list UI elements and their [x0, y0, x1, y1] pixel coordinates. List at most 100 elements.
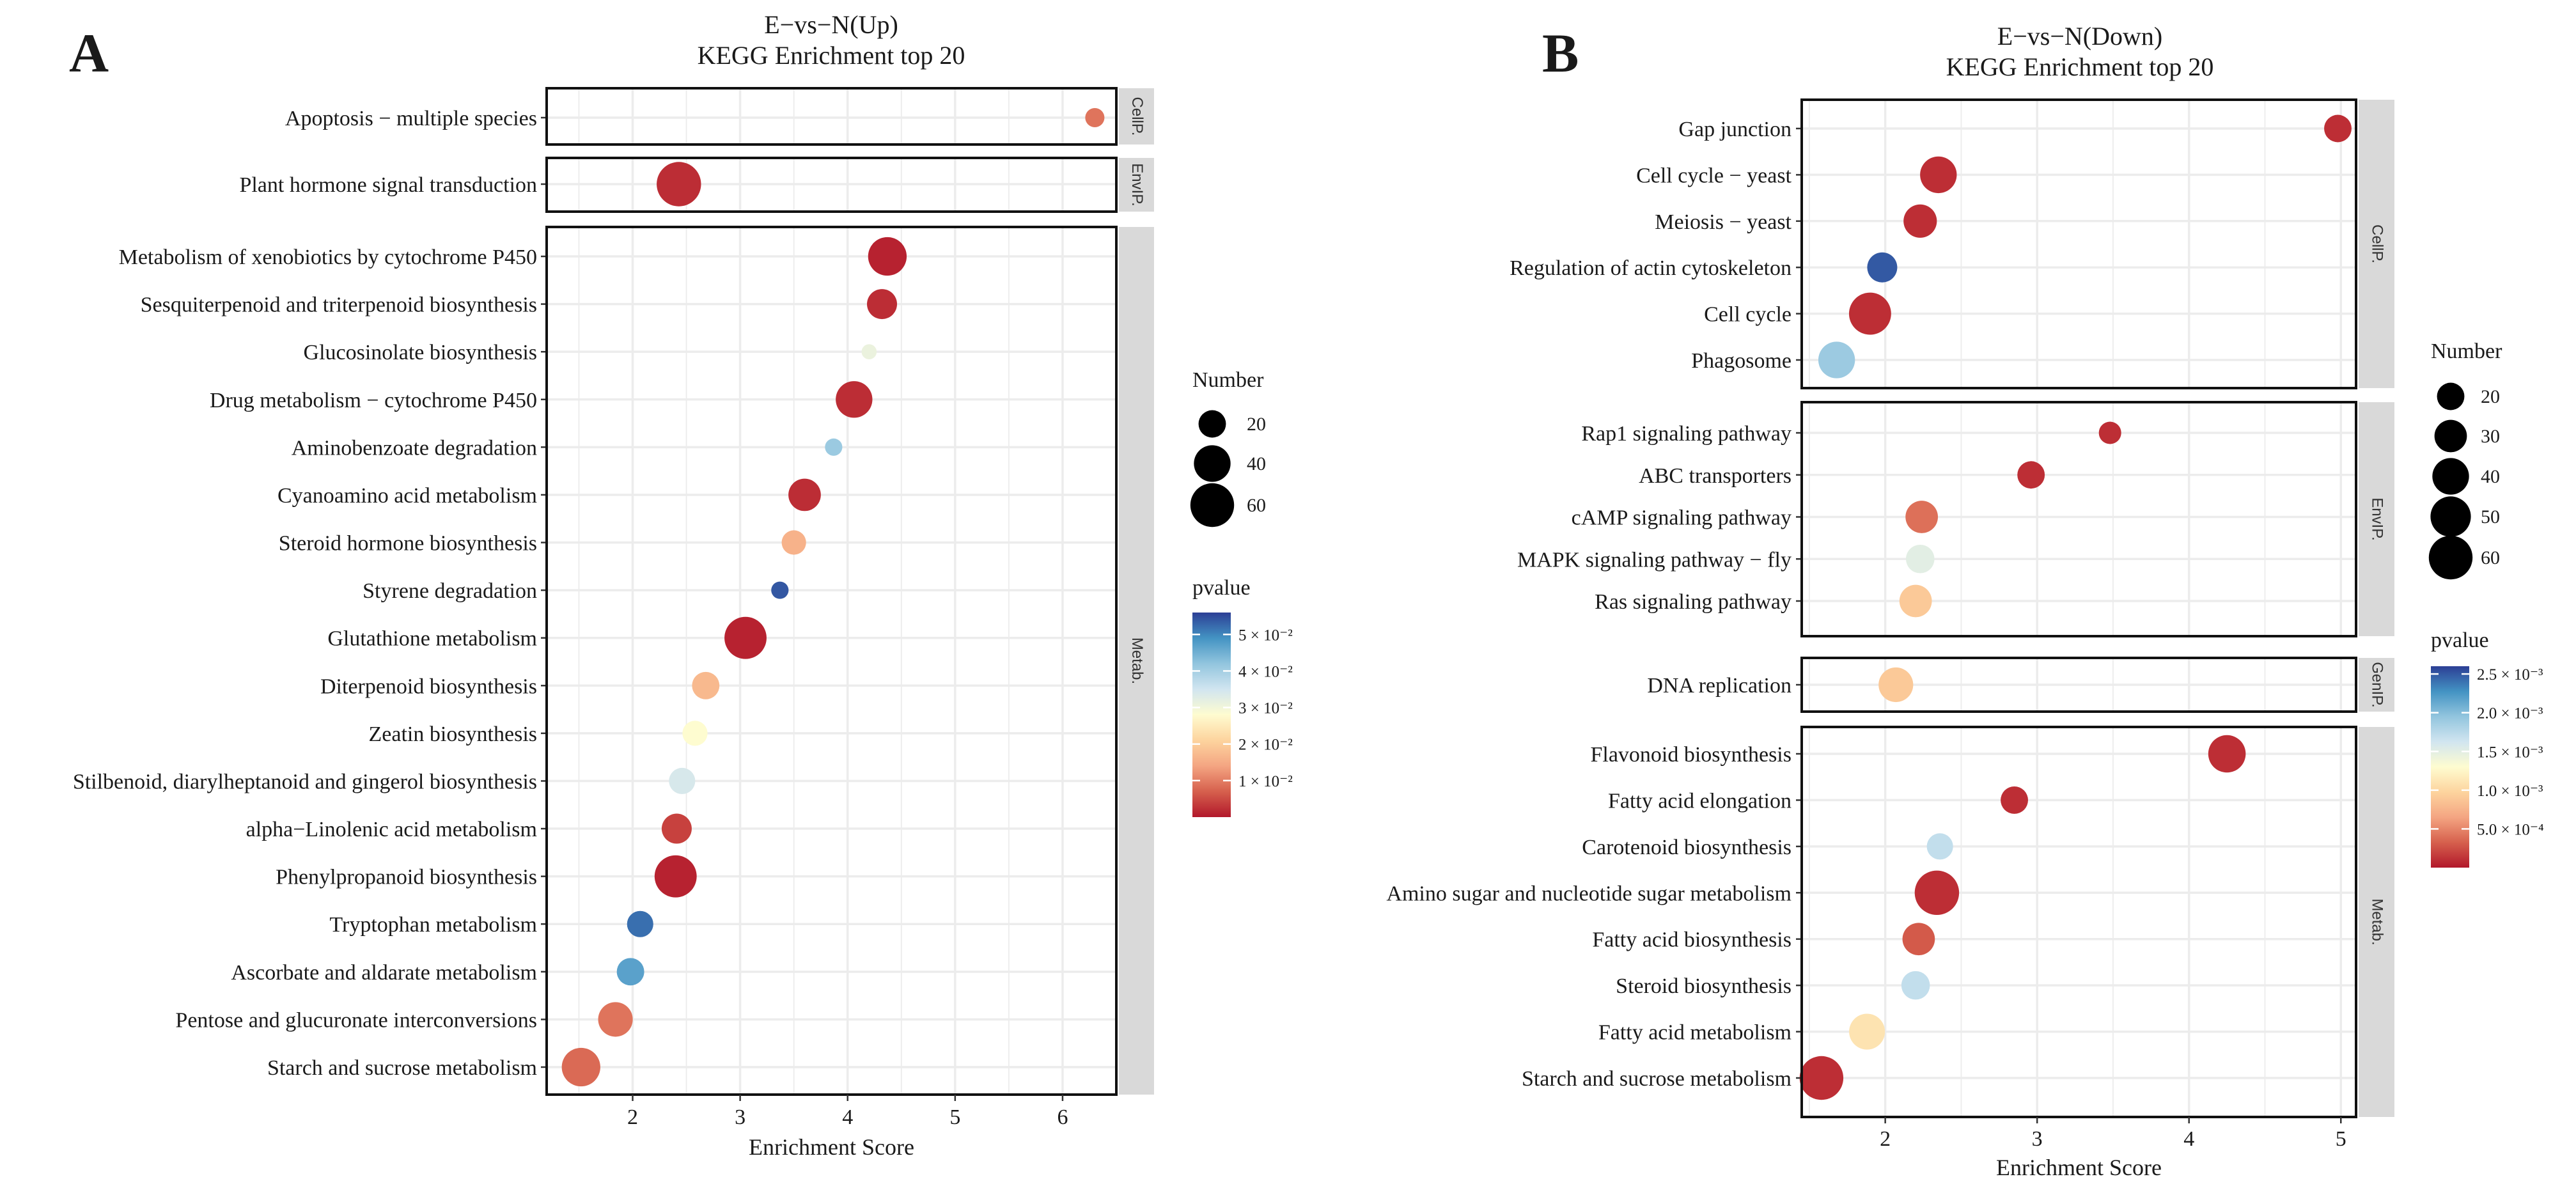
- y-tick-label: cAMP signaling pathway: [1572, 506, 1791, 530]
- data-point: [1926, 833, 1953, 860]
- facet-background: [1802, 402, 2356, 636]
- data-point: [627, 910, 653, 937]
- size-legend-label: 20: [2481, 386, 2500, 407]
- data-point: [1085, 107, 1105, 128]
- size-legend-key: [2434, 419, 2467, 453]
- facet-frame: [1800, 98, 2357, 389]
- facet-strip: [2359, 100, 2394, 388]
- size-legend-key: [1198, 410, 1226, 438]
- y-tick-label: Metabolism of xenobiotics by cytochrome …: [119, 246, 537, 269]
- size-legend-label: 60: [1247, 495, 1266, 516]
- facet-frame: [545, 87, 1118, 146]
- data-point: [2208, 735, 2246, 773]
- size-legend-title: Number: [1192, 368, 1264, 392]
- data-point: [2098, 421, 2121, 444]
- size-legend: Number 20 30 40 50 60: [2428, 340, 2502, 580]
- y-tick-label: Ascorbate and aldarate metabolism: [231, 961, 537, 985]
- color-legend-title: pvalue: [2431, 629, 2489, 652]
- x-tick-label: 4: [842, 1105, 853, 1129]
- y-tick-label: Glutathione metabolism: [327, 627, 537, 651]
- color-legend: pvalue 2.5 × 10⁻³ 2.0 × 10⁻³ 1.5 × 10⁻³ 1.0 …: [2431, 629, 2544, 868]
- y-tick-label: Fatty acid biosynthesis: [1592, 928, 1791, 952]
- data-point: [661, 813, 692, 844]
- facet-strip-label: Metab.: [1128, 637, 1146, 684]
- facet-background: [547, 227, 1116, 1095]
- facet-cellp: Gap junction Cell cycle − yeast Meiosis − …: [1510, 98, 2394, 389]
- data-point: [682, 721, 708, 746]
- data-point: [692, 671, 720, 699]
- y-tick-label: Flavonoid biosynthesis: [1590, 743, 1791, 767]
- y-tick-label: Cell cycle: [1704, 303, 1791, 327]
- color-bar-label: 2.0 × 10⁻³: [2477, 705, 2543, 722]
- y-tick-label: Phenylpropanoid biosynthesis: [276, 866, 537, 889]
- size-legend: Number 20 40 60: [1190, 368, 1266, 527]
- facet-metab: Flavonoid biosynthesis Fatty acid elongat…: [1386, 726, 2394, 1118]
- y-tick-label: Steroid hormone biosynthesis: [279, 532, 537, 556]
- data-point: [1903, 204, 1937, 238]
- data-point: [1799, 1056, 1844, 1100]
- data-point: [1902, 923, 1935, 956]
- y-tick-label: Amino sugar and nucleotide sugar metabol…: [1386, 882, 1791, 905]
- x-tick-label: 6: [1057, 1105, 1068, 1129]
- y-tick-label: Zeatin biosynthesis: [369, 722, 537, 746]
- facet-metab: Metabolism of xenobiotics by cytochrome …: [73, 226, 1154, 1096]
- color-legend-title: pvalue: [1192, 576, 1251, 600]
- facet-strip-label: EnvIP.: [2369, 497, 2386, 541]
- color-bar-label: 5.0 × 10⁻⁴: [2477, 821, 2544, 838]
- y-tick-label: Gap junction: [1678, 118, 1791, 141]
- y-tick-label: Phagosome: [1691, 349, 1791, 373]
- y-tick-label: Plant hormone signal transduction: [239, 173, 537, 197]
- facet-genip: DNA replication GenIP.: [1647, 657, 2394, 713]
- facet-frame: [1800, 726, 2357, 1118]
- size-legend-key: [2430, 496, 2471, 537]
- data-point: [654, 855, 697, 898]
- color-bar-label: 2 × 10⁻²: [1238, 737, 1293, 754]
- y-tick-label: Sesquiterpenoid and triterpenoid biosynt…: [141, 293, 537, 317]
- size-legend-key: [2432, 458, 2469, 495]
- size-legend-key: [2437, 382, 2465, 410]
- facet-strip: [1119, 158, 1154, 212]
- y-tick-label: Fatty acid elongation: [1608, 789, 1791, 813]
- data-point: [598, 1002, 633, 1037]
- y-tick-label: Styrene degradation: [363, 579, 537, 603]
- data-point: [771, 581, 789, 599]
- data-point: [1920, 156, 1957, 194]
- y-tick-label: Fatty acid metabolism: [1598, 1021, 1791, 1045]
- x-tick-label: 4: [2183, 1127, 2194, 1151]
- facet-envip: Plant hormone signal transduction EnvIP.: [239, 157, 1154, 213]
- data-point: [1848, 292, 1891, 335]
- size-legend-label: 20: [1247, 414, 1266, 435]
- chart-subtitle: KEGG Enrichment top 20: [1946, 52, 2214, 81]
- facet-background: [1802, 727, 2356, 1117]
- facet-frame: [1800, 401, 2357, 637]
- facet-strip-label: CellP.: [2369, 224, 2386, 263]
- facet-background: [547, 88, 1116, 144]
- facet-background: [1802, 100, 2356, 388]
- color-legend: pvalue 5 × 10⁻² 4 × 10⁻² 3 × 10⁻² 2 × 10⁻² 1 …: [1192, 576, 1293, 817]
- facet-strip: [2359, 727, 2394, 1117]
- y-tick-label: Aminobenzoate degradation: [292, 436, 537, 460]
- data-point: [861, 344, 877, 359]
- size-legend-label: 40: [1247, 453, 1266, 474]
- color-bar-label: 2.5 × 10⁻³: [2477, 666, 2543, 683]
- color-bar-label: 4 × 10⁻²: [1238, 663, 1293, 680]
- y-tick-label: Pentose and glucuronate interconversions: [175, 1008, 537, 1032]
- x-axis-label: Enrichment Score: [749, 1134, 914, 1160]
- facet-strip-label: EnvIP.: [1128, 163, 1146, 207]
- data-point: [669, 767, 696, 795]
- y-tick-label: Ras signaling pathway: [1595, 590, 1791, 614]
- facet-envip: Rap1 signaling pathway ABC transporters cA…: [1517, 401, 2394, 637]
- size-legend-label: 50: [2481, 506, 2500, 527]
- x-tick-label: 2: [1880, 1127, 1891, 1151]
- y-tick-label: Apoptosis − multiple species: [285, 107, 537, 130]
- data-point: [1849, 1013, 1885, 1050]
- y-tick-label: ABC transporters: [1639, 464, 1791, 488]
- data-point: [1878, 667, 1914, 703]
- y-tick-label: MAPK signaling pathway − fly: [1517, 548, 1791, 572]
- size-legend-key: [1190, 483, 1235, 527]
- x-tick-label: 5: [949, 1105, 960, 1129]
- color-bar-label: 1 × 10⁻²: [1238, 773, 1293, 790]
- data-point: [836, 381, 873, 418]
- x-tick-label: 3: [735, 1105, 745, 1129]
- size-legend-title: Number: [2431, 340, 2502, 363]
